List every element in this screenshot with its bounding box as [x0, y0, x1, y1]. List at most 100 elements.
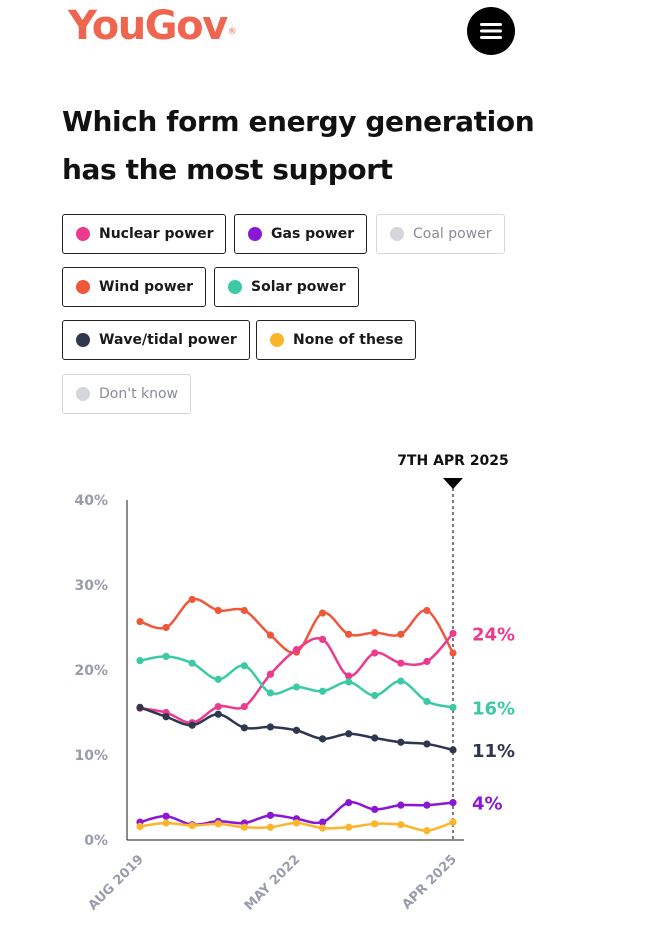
y-tick-label: 0% [84, 833, 108, 849]
data-point-wind [162, 623, 170, 632]
menu-button[interactable] [467, 7, 515, 55]
data-point-wave [449, 746, 457, 754]
data-point-wind [423, 606, 431, 615]
data-point-gas [371, 805, 379, 813]
date-marker-label: 7TH APR 2025 [397, 453, 509, 469]
data-point-wave [136, 703, 144, 711]
data-point-solar [318, 687, 327, 695]
legend-button-dont-know[interactable]: Don't know [62, 374, 192, 414]
data-point-wind [371, 629, 379, 637]
data-point-none [345, 823, 353, 831]
data-point-wave [240, 724, 248, 732]
logo-text: YouGov [68, 3, 228, 49]
data-point-wave [162, 713, 170, 721]
data-point-solar [345, 678, 353, 686]
data-point-wave [345, 730, 353, 738]
data-point-none [162, 819, 170, 827]
data-point-none [318, 824, 327, 832]
data-point-gas [423, 801, 431, 809]
data-point-solar [214, 675, 222, 683]
data-point-none [397, 821, 405, 829]
data-point-gas [449, 799, 457, 807]
data-point-none [188, 821, 196, 830]
end-value-label-solar: 16% [472, 698, 515, 719]
legend-dot-icon [76, 280, 90, 294]
data-point-gas [397, 801, 405, 809]
legend-button-nuclear[interactable]: Nuclear power [62, 214, 227, 254]
data-point-wind [345, 630, 353, 638]
legend-dot-icon [76, 387, 90, 401]
legend-label: Gas power [271, 226, 355, 242]
data-point-wind [240, 606, 248, 615]
legend-label: Nuclear power [99, 226, 214, 242]
data-point-gas [266, 811, 275, 819]
data-point-wind [136, 617, 144, 626]
end-value-label-nuclear: 24% [472, 624, 515, 645]
end-value-label-wave: 11% [472, 741, 515, 762]
legend-button-wave[interactable]: Wave/tidal power [62, 320, 250, 360]
data-point-gas [318, 818, 327, 826]
marker-triangle-icon [443, 478, 463, 489]
data-point-nuclear [266, 670, 275, 678]
data-point-gas [345, 799, 353, 807]
data-point-solar [371, 691, 379, 700]
line-chart: 0% 10% 20% 30% 40% AUG 2019 MAY 2022 APR 2025 7T… [74, 453, 515, 914]
page-title: Which form energy generation has the mos… [62, 105, 535, 186]
yougov-logo: YouGov® [68, 3, 237, 49]
data-point-nuclear [214, 702, 222, 711]
data-point-solar [162, 652, 170, 660]
y-tick-label: 40% [74, 493, 108, 509]
data-point-solar [136, 657, 144, 665]
series-line-wind [138, 597, 455, 655]
data-point-none [292, 819, 301, 827]
data-point-nuclear [397, 659, 405, 667]
legend-label: Coal power [413, 226, 492, 242]
data-point-gas [162, 812, 170, 820]
legend-label: None of these [293, 332, 404, 348]
registered-mark: ® [227, 27, 237, 37]
x-tick-label: MAY 2022 [242, 852, 303, 913]
data-point-solar [188, 659, 196, 667]
data-point-solar [449, 703, 457, 711]
y-tick-label: 20% [74, 663, 108, 679]
legend-dot-icon [228, 280, 242, 294]
data-point-solar [266, 689, 275, 697]
y-tick-label: 10% [74, 748, 108, 764]
legend-label: Wind power [99, 279, 194, 295]
legend-button-none[interactable]: None of these [256, 320, 417, 360]
data-point-none [136, 822, 144, 830]
data-point-nuclear [449, 629, 457, 638]
data-point-none [266, 823, 275, 831]
data-point-wave [397, 738, 405, 746]
data-point-solar [423, 697, 431, 706]
data-point-nuclear [345, 672, 353, 680]
legend-dot-icon [248, 227, 262, 241]
data-point-wave [266, 723, 275, 731]
data-point-solar [240, 662, 248, 670]
legend-label: Solar power [251, 279, 346, 295]
data-point-wind [214, 606, 222, 615]
data-point-nuclear [371, 649, 379, 657]
data-point-wind [449, 649, 457, 657]
x-tick-label: APR 2025 [400, 852, 460, 912]
data-point-none [240, 823, 248, 831]
legend-button-coal[interactable]: Coal power [376, 214, 505, 254]
legend-label: Wave/tidal power [99, 332, 237, 348]
data-point-wave [371, 734, 379, 742]
data-point-none [371, 820, 379, 828]
data-point-wind [266, 631, 275, 639]
data-point-wind [318, 609, 327, 617]
data-point-nuclear [240, 702, 248, 711]
data-point-wave [188, 721, 196, 729]
data-point-solar [397, 677, 405, 685]
data-point-wind [188, 595, 196, 604]
legend-button-solar[interactable]: Solar power [214, 267, 359, 307]
legend-button-wind[interactable]: Wind power [62, 267, 207, 307]
data-point-none [214, 820, 222, 828]
legend-button-gas[interactable]: Gas power [234, 214, 368, 254]
data-point-wave [214, 710, 222, 718]
data-point-none [449, 818, 457, 826]
legend-dot-icon [76, 227, 90, 241]
y-tick-label: 30% [74, 578, 108, 594]
legend-dot-icon [390, 227, 404, 241]
